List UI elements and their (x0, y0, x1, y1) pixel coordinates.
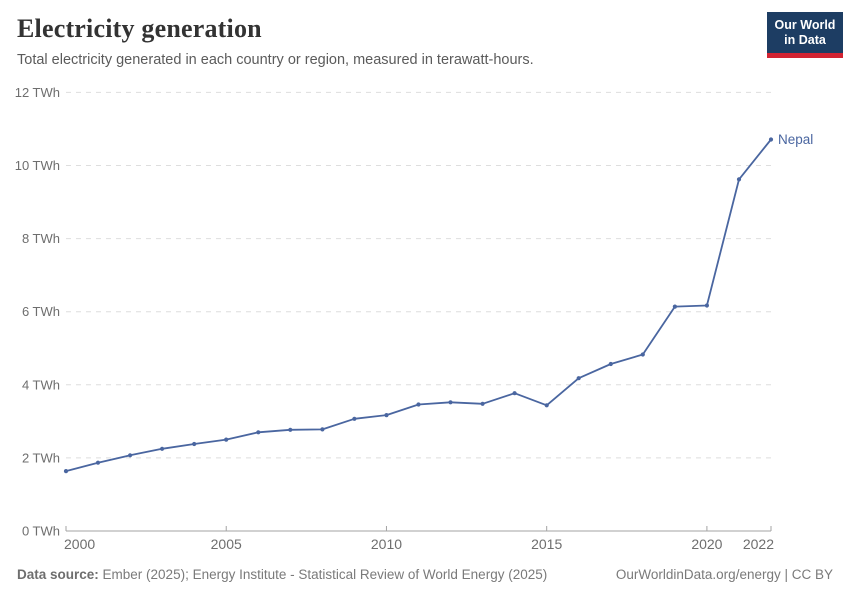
data-point (448, 400, 453, 405)
credit-link[interactable]: OurWorldinData.org/energy | CC BY (615, 567, 833, 582)
series-entity-label: Nepal (778, 132, 813, 147)
data-point (256, 430, 261, 435)
y-axis-tick-label: 0 TWh (22, 524, 60, 539)
x-axis-tick-label: 2005 (211, 536, 242, 552)
data-point (608, 361, 613, 367)
data-point (320, 427, 325, 432)
data-point (224, 437, 229, 442)
page-title: Electricity generation (17, 14, 262, 43)
data-point (95, 460, 101, 465)
y-axis-tick-label: 2 TWh (22, 450, 60, 465)
x-axis-tick-label: 2015 (531, 536, 562, 552)
x-axis-tick-label: 2000 (64, 536, 95, 552)
data-point (672, 304, 678, 309)
data-point (576, 376, 581, 381)
data-point (768, 137, 774, 142)
data-source-text: Ember (2025); Energy Institute - Statist… (98, 567, 548, 582)
data-point (480, 401, 485, 406)
data-point (512, 391, 517, 396)
y-axis-tick-label: 10 TWh (15, 158, 60, 173)
data-point (128, 453, 133, 458)
x-axis-tick-label: 2022 (743, 536, 774, 552)
data-point (63, 469, 69, 474)
x-axis-tick-label: 2010 (371, 536, 402, 552)
data-point (416, 402, 421, 407)
series-line (65, 138, 772, 472)
owid-logo-line2: in Data (784, 32, 826, 47)
chart-subtitle: Total electricity generated in each coun… (17, 52, 534, 68)
chart-header: Electricity generation Total electricity… (17, 14, 833, 68)
data-point (192, 441, 197, 447)
data-point (704, 303, 710, 308)
chart-footer: Data source: Ember (2025); Energy Instit… (17, 567, 833, 582)
data-source-label: Data source: (17, 567, 99, 582)
data-source-note: Data source: Ember (2025); Energy Instit… (17, 567, 547, 582)
y-axis-tick-label: 8 TWh (22, 231, 60, 246)
data-point (544, 403, 549, 408)
data-point (160, 446, 165, 451)
data-point (736, 177, 742, 182)
owid-logo-line1: Our World (774, 17, 836, 32)
y-axis-tick-label: 12 TWh (15, 85, 60, 100)
data-point (640, 352, 645, 357)
data-point (384, 413, 389, 418)
x-axis-tick-label: 2020 (691, 536, 722, 552)
owid-logo[interactable]: Our World in Data (767, 12, 843, 58)
y-axis-tick-label: 4 TWh (22, 377, 60, 392)
data-point (352, 416, 357, 421)
data-point (288, 427, 293, 432)
y-axis-tick-label: 6 TWh (22, 304, 60, 319)
